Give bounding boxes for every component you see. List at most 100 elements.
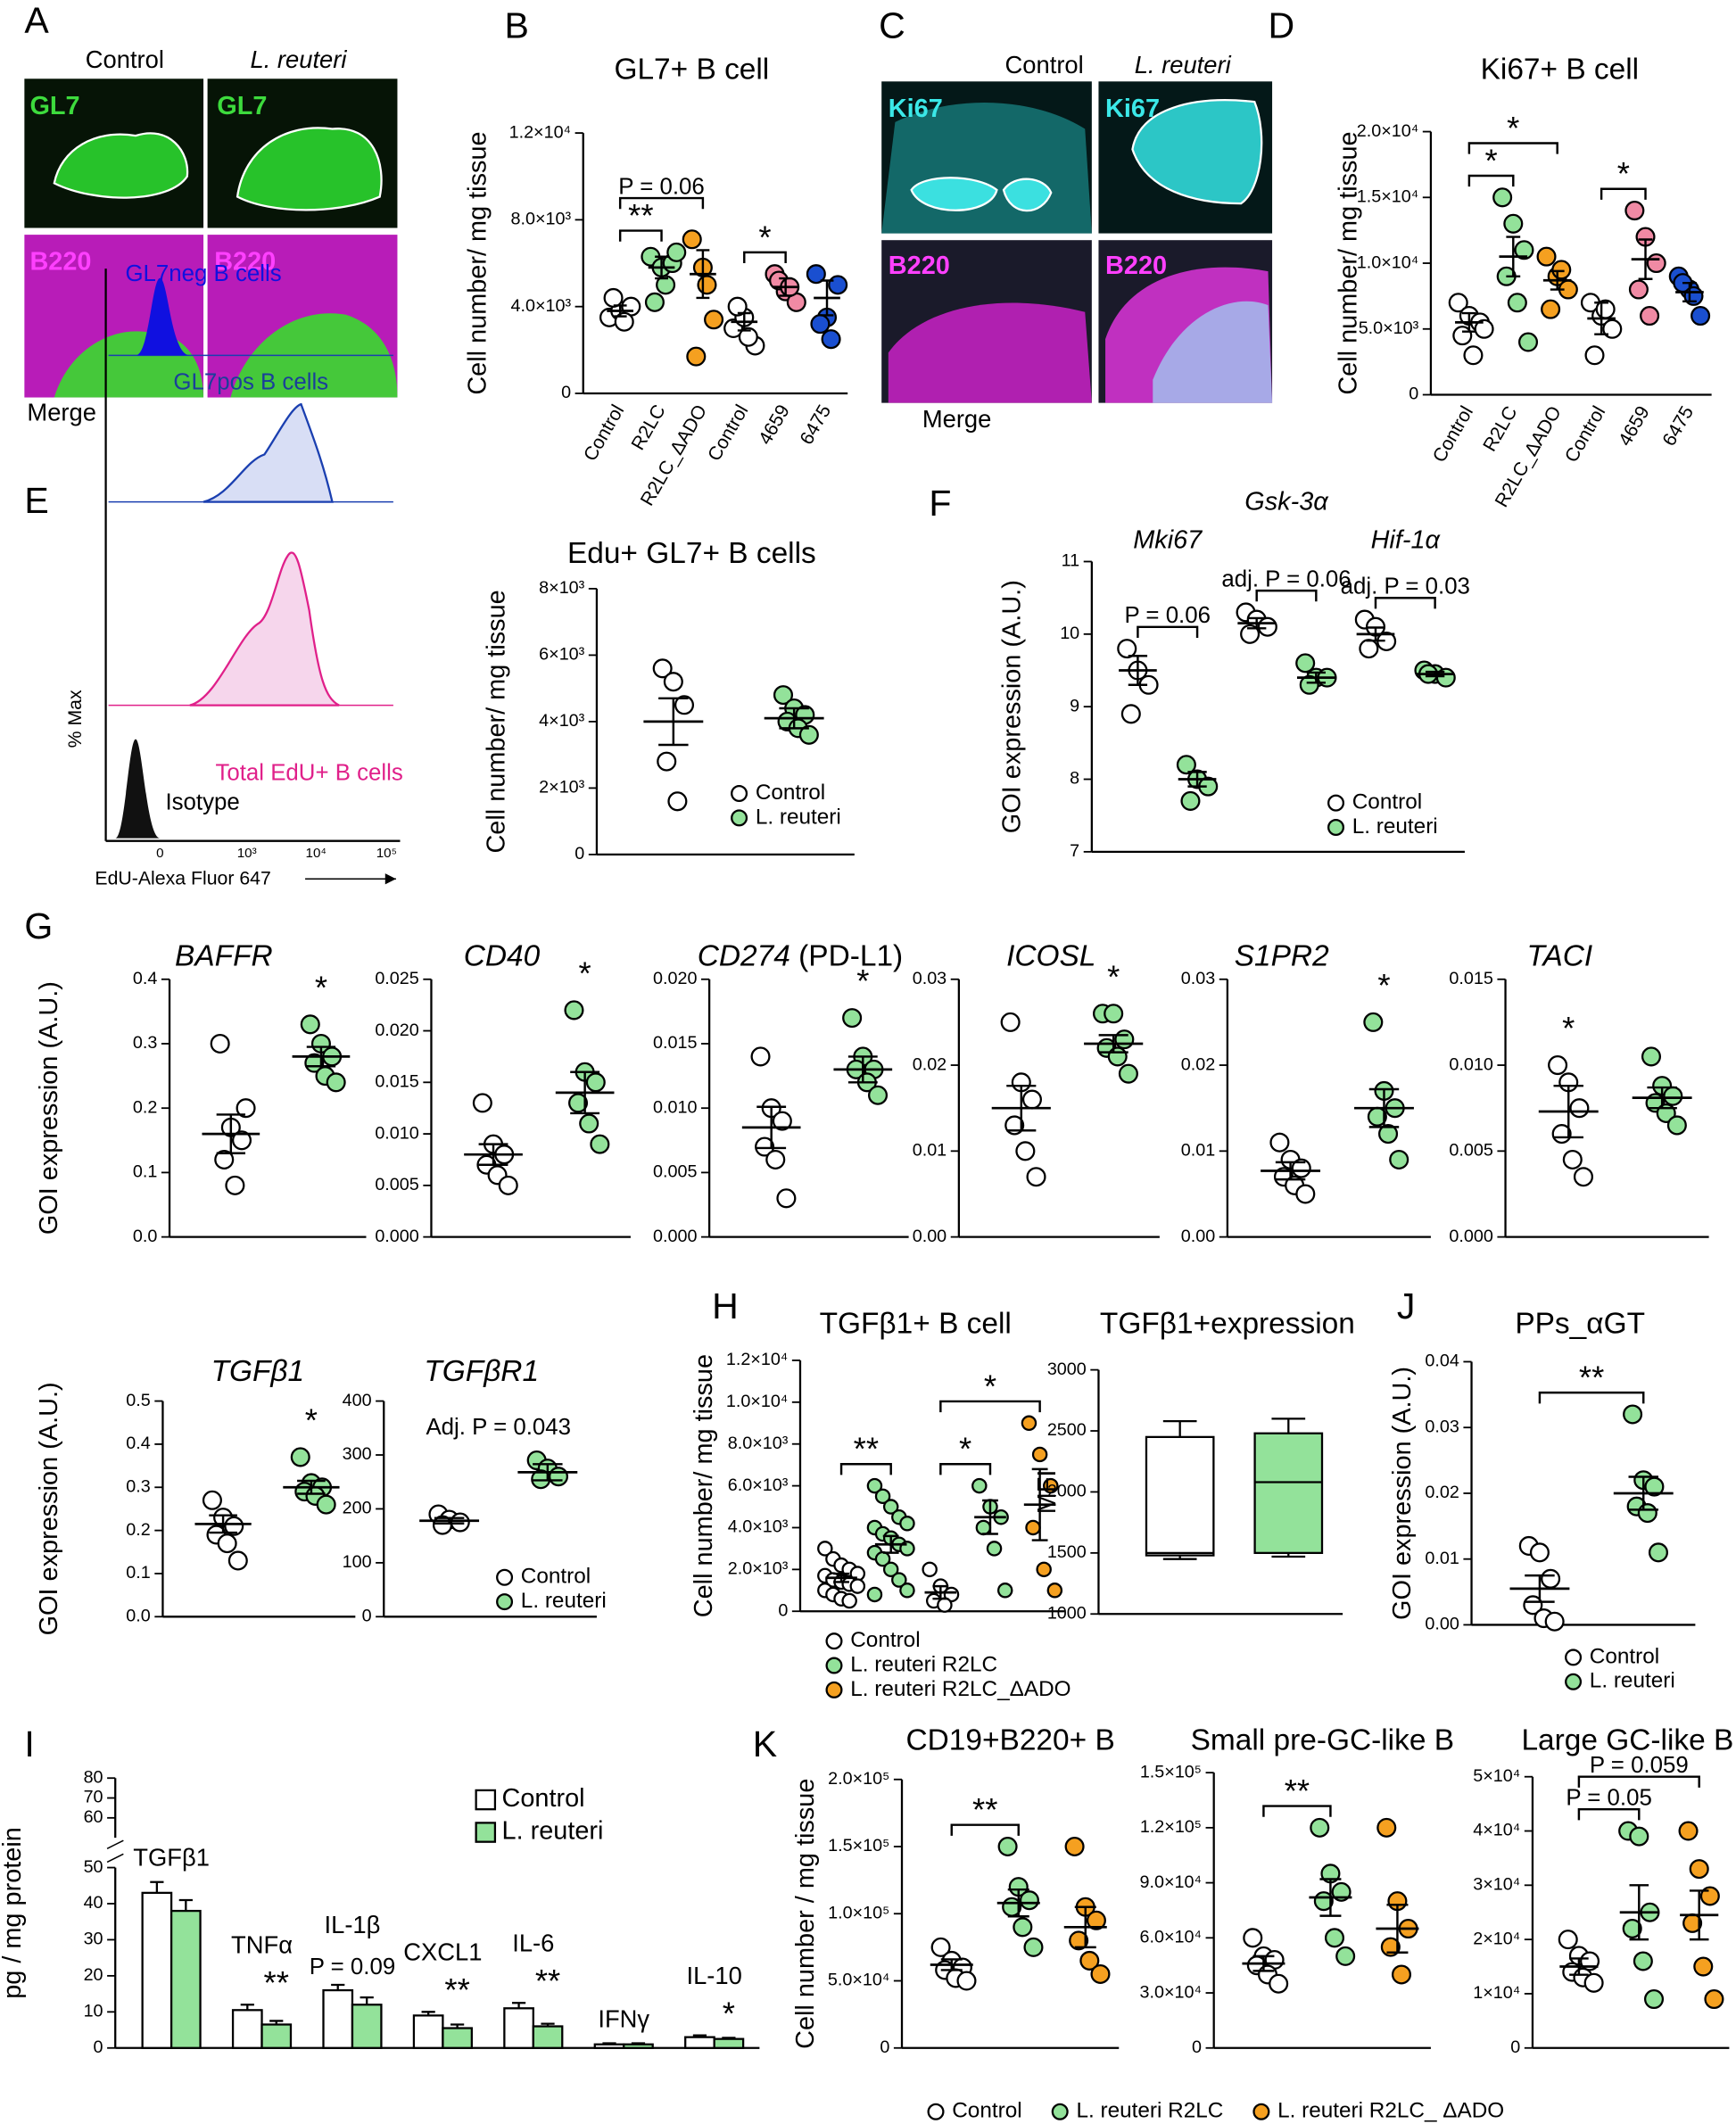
- data-point: [214, 1149, 235, 1169]
- y-tick-label: 0.015: [653, 1033, 697, 1053]
- significance-label: **: [854, 1431, 879, 1467]
- y-tick-label: 0.005: [375, 1175, 418, 1194]
- y-tick-label: 11: [1062, 551, 1080, 571]
- legend-marker: [496, 1593, 514, 1611]
- y-tick-label: 0: [362, 1607, 372, 1626]
- data-point: [697, 275, 717, 295]
- category-label: TGFβ1: [133, 1843, 210, 1871]
- data-point: [1689, 1859, 1709, 1880]
- y-tick-label: 5.0×10³: [1359, 318, 1419, 338]
- title-text: Large GC-like B: [1521, 1723, 1733, 1756]
- data-point: [1021, 1415, 1037, 1432]
- data-point: [1704, 1989, 1724, 2010]
- y-tick-label: 0.3: [133, 1033, 157, 1053]
- significance-bracket: [743, 251, 787, 264]
- data-point: [1104, 1004, 1124, 1024]
- significance-label: *: [758, 219, 771, 255]
- data-point: [1243, 1928, 1263, 1948]
- y-tick-label: 2×10⁴: [1473, 1929, 1520, 1948]
- data-point: [1691, 306, 1711, 326]
- data-point: [590, 1134, 610, 1154]
- data-point: [1335, 1946, 1356, 1966]
- y-tick-label: 0.01: [1181, 1141, 1215, 1161]
- error-bar: [692, 2034, 707, 2037]
- data-point: [1536, 246, 1557, 267]
- data-point: [1114, 1029, 1135, 1050]
- data-point: [1640, 306, 1660, 326]
- sem-bar: [1275, 1161, 1306, 1181]
- x-tick-label: Control: [579, 401, 628, 465]
- chart-title: CD274 (PD-L1): [698, 940, 903, 973]
- data-point: [1021, 1089, 1042, 1110]
- sem-bar: [779, 707, 809, 730]
- y-tick-label: 3.0×10⁴: [1140, 1982, 1202, 2002]
- sem-bar: [613, 304, 627, 318]
- data-point: [750, 1046, 771, 1067]
- sem-bar: [1128, 655, 1148, 686]
- category-label: IL-10: [686, 1962, 741, 1989]
- significance-label: P = 0.05: [1566, 1786, 1651, 1811]
- sem-bar: [1628, 1475, 1658, 1511]
- sem-bar: [847, 1055, 878, 1084]
- sem-bar: [1031, 1467, 1048, 1541]
- data-point: [1503, 213, 1524, 234]
- title-text: TGFβ1+expression: [1100, 1308, 1355, 1341]
- data-point: [666, 242, 687, 262]
- title-text: S1PR2: [1235, 940, 1329, 973]
- data-point: [1069, 1930, 1089, 1951]
- data-point: [937, 1597, 953, 1613]
- data-point: [1678, 1821, 1699, 1841]
- y-tick-label: 4.0×10³: [511, 296, 572, 316]
- y-axis-label: GOI expression (A.U.): [1388, 1367, 1417, 1620]
- data-point: [603, 287, 624, 308]
- x-tick-label: Control: [1560, 402, 1609, 466]
- data-point: [1299, 674, 1319, 695]
- data-point: [874, 1550, 891, 1567]
- sem-bar: [1682, 281, 1697, 303]
- y-axis-label: Cell number/ mg tissue: [483, 590, 511, 853]
- legend-label: L. reuteri: [502, 1817, 604, 1846]
- significance-label: *: [1484, 142, 1497, 178]
- data-point: [772, 1111, 792, 1131]
- y-tick-label: 20: [84, 1965, 103, 1985]
- y-tick-label: 4.0×10³: [728, 1517, 789, 1537]
- title-text: CD274: [698, 940, 790, 973]
- sem-bar: [306, 1045, 336, 1068]
- y-axis-label: pg / mg protein: [0, 1827, 27, 1999]
- data-point: [1180, 790, 1201, 811]
- title-suffix: (PD-L1): [790, 940, 903, 973]
- y-tick-label: 0.005: [653, 1162, 697, 1182]
- y-tick-label: 0: [1192, 2037, 1202, 2057]
- chart-title: TGFβR1: [424, 1355, 539, 1388]
- title-text: CD40: [464, 940, 541, 973]
- y-axis-label: Cell number/ mg tissue: [1334, 131, 1362, 394]
- data-point: [1663, 1086, 1683, 1106]
- data-point: [806, 264, 826, 285]
- chart-title: BAFFR: [175, 940, 273, 973]
- y-tick-label: 10: [84, 2002, 103, 2021]
- sem-bar: [1366, 626, 1385, 642]
- significance-bracket: [1577, 1775, 1700, 1788]
- y-tick-label: 0.02: [913, 1054, 947, 1074]
- y-tick-label: 2.0×10³: [728, 1559, 789, 1579]
- stain-label: GL7: [217, 92, 267, 120]
- data-point: [1558, 1930, 1578, 1950]
- data-point: [866, 1586, 883, 1603]
- error-bar: [269, 2020, 284, 2025]
- legend-marker: [825, 1681, 843, 1698]
- y-tick-label: 1.0×10⁵: [828, 1903, 889, 1922]
- data-point: [1523, 1595, 1543, 1616]
- data-point: [975, 1519, 992, 1536]
- title-text: Ki67+ B cell: [1481, 53, 1640, 86]
- data-point: [1269, 1132, 1290, 1153]
- y-tick-label: 0.04: [1425, 1351, 1459, 1371]
- data-point: [821, 329, 841, 350]
- y-tick-label: 50: [84, 1857, 103, 1877]
- y-tick-label: 80: [84, 1767, 103, 1787]
- legend-marker: [1565, 1673, 1583, 1690]
- data-point: [828, 275, 848, 295]
- y-tick-label: 8.0×10³: [511, 210, 572, 229]
- bar: [351, 2004, 383, 2049]
- error-bar: [451, 2023, 465, 2029]
- data-point: [738, 326, 758, 347]
